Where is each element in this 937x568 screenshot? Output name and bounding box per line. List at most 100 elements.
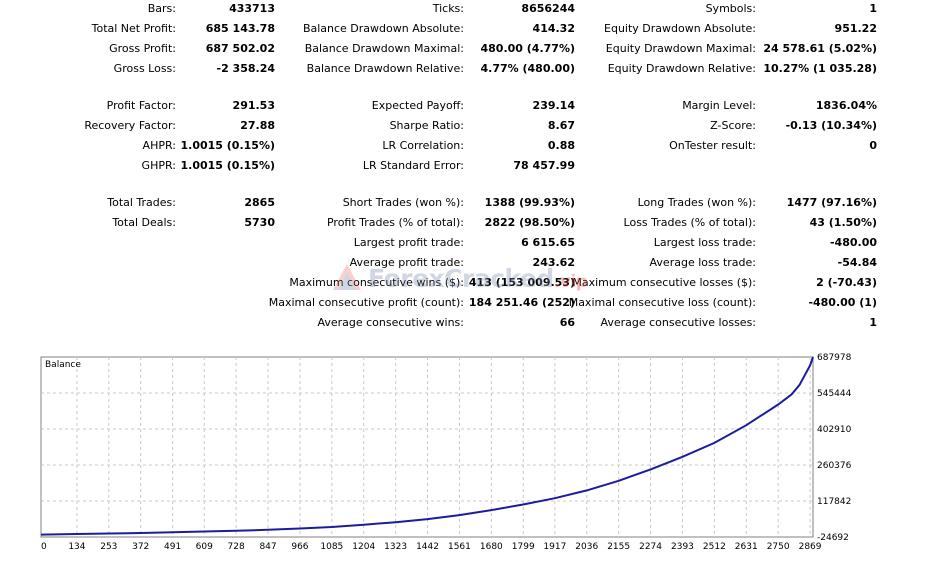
stat-value: 2 (-70.43) <box>816 276 877 289</box>
y-tick-label: 260376 <box>817 461 852 471</box>
y-tick-label: 117842 <box>817 497 851 507</box>
x-tick-label: 1799 <box>512 542 535 552</box>
stat-value: 1.0015 (0.15%) <box>180 139 276 152</box>
stat-label: Long Trades (won %): <box>637 196 756 209</box>
stat-value: 1 <box>869 2 877 15</box>
stat-label: Total Trades: <box>107 196 176 209</box>
x-tick-label: 847 <box>259 542 276 552</box>
stat-label: Gross Loss: <box>113 62 176 75</box>
stat-value: 1 <box>869 316 877 329</box>
stat-label: OnTester result: <box>669 139 756 152</box>
stat-label: LR Standard Error: <box>362 159 464 172</box>
stat-label: Average profit trade: <box>349 256 464 269</box>
balance-chart-svg: 687978 545444 402910 260376 117842 -24692 0 134… <box>40 353 852 552</box>
stat-value: 2865 <box>244 196 275 209</box>
stat-value: 1836.04% <box>815 99 877 112</box>
stat-label: Z-Score: <box>710 119 756 132</box>
x-tick-label: 0 <box>41 542 47 552</box>
stat-value: 414.32 <box>532 22 575 35</box>
x-tick-label: 372 <box>132 542 149 552</box>
x-tick-label: 966 <box>291 542 308 552</box>
balance-line <box>40 356 814 536</box>
stat-value: 433713 <box>229 2 275 15</box>
x-tick-label: 2155 <box>607 542 630 552</box>
stat-value: 10.27% (1 035.28) <box>763 62 877 75</box>
stat-value: 480.00 (4.77%) <box>480 42 576 55</box>
stat-value: -0.13 (10.34%) <box>785 119 877 132</box>
stat-value: -480.00 (1) <box>808 296 877 309</box>
x-tick-label: 2393 <box>671 542 694 552</box>
stat-value: 2822 (98.50%) <box>484 216 575 229</box>
stat-label: Equity Drawdown Maximal: <box>605 42 756 55</box>
stat-value: 6 615.65 <box>521 236 575 249</box>
x-tick-label: 2631 <box>735 542 758 552</box>
stat-label: GHPR: <box>141 159 176 172</box>
x-tick-label: 2512 <box>703 542 726 552</box>
stat-label: Largest profit trade: <box>353 236 464 249</box>
stat-label: Expected Payoff: <box>371 99 464 112</box>
stat-value: 1477 (97.16%) <box>786 196 877 209</box>
report-statistics: Bars: 433713 Total Net Profit: 685 143.78 Gr… <box>84 2 877 329</box>
x-tick-label: 2274 <box>639 542 662 552</box>
x-tick-label: 134 <box>68 542 85 552</box>
chart-title: Balance <box>45 360 81 370</box>
stat-label: Profit Factor: <box>106 99 176 112</box>
x-tick-label: 2869 <box>799 542 822 552</box>
stat-label: Equity Drawdown Relative: <box>607 62 756 75</box>
stat-label: Largest loss trade: <box>653 236 756 249</box>
stat-label: Balance Drawdown Relative: <box>306 62 464 75</box>
stat-value: -2 358.24 <box>216 62 276 75</box>
stat-label: Recovery Factor: <box>84 119 176 132</box>
stat-label: Maximum consecutive losses ($): <box>572 276 756 289</box>
x-tick-label: 1085 <box>320 542 343 552</box>
stat-value: -54.84 <box>837 256 877 269</box>
stat-label: Bars: <box>147 2 176 15</box>
stat-value: 78 457.99 <box>513 159 575 172</box>
stat-value: 5730 <box>244 216 275 229</box>
stat-label: Average consecutive losses: <box>600 316 756 329</box>
stat-value: 184 251.46 (252) <box>468 296 575 309</box>
stat-label: LR Correlation: <box>382 139 464 152</box>
stat-label: Average consecutive wins: <box>317 316 464 329</box>
stat-value: 66 <box>559 316 575 329</box>
stat-value: 291.53 <box>232 99 275 112</box>
y-tick-label: 687978 <box>817 353 852 363</box>
stat-label: Profit Trades (% of total): <box>326 216 464 229</box>
y-tick-label: -24692 <box>817 533 849 543</box>
stat-value: 1388 (99.93%) <box>484 196 575 209</box>
stat-label: Loss Trades (% of total): <box>623 216 756 229</box>
stat-label: Balance Drawdown Absolute: <box>302 22 464 35</box>
stat-label: Ticks: <box>432 2 464 15</box>
x-tick-label: 609 <box>196 542 213 552</box>
stat-value: 43 (1.50%) <box>809 216 877 229</box>
stat-label: Equity Drawdown Absolute: <box>604 22 756 35</box>
stat-value: 413 (153 009.53) <box>468 276 575 289</box>
stat-label: Total Deals: <box>112 216 176 229</box>
stat-label: Short Trades (won %): <box>342 196 464 209</box>
stat-value: 0.88 <box>547 139 575 152</box>
stat-value: 8656244 <box>521 2 575 15</box>
x-tick-label: 1917 <box>543 542 566 552</box>
x-tick-label: 2036 <box>575 542 598 552</box>
stat-value: 239.14 <box>532 99 575 112</box>
y-tick-label: 402910 <box>817 425 852 435</box>
stat-value: 1.0015 (0.15%) <box>180 159 276 172</box>
stat-value: 27.88 <box>240 119 275 132</box>
stat-label: AHPR: <box>142 139 176 152</box>
stat-label: Sharpe Ratio: <box>389 119 464 132</box>
stat-label: Maximum consecutive wins ($): <box>289 276 464 289</box>
stat-value: 951.22 <box>834 22 877 35</box>
stat-value: 687 502.02 <box>205 42 275 55</box>
x-tick-label: 491 <box>164 542 181 552</box>
stat-label: Balance Drawdown Maximal: <box>304 42 464 55</box>
stat-label: Maximal consecutive profit (count): <box>268 296 464 309</box>
x-tick-label: 1204 <box>352 542 375 552</box>
x-tick-label: 253 <box>100 542 117 552</box>
stat-value: 24 578.61 (5.02%) <box>763 42 877 55</box>
stat-value: 8.67 <box>547 119 575 132</box>
x-tick-label: 1561 <box>448 542 471 552</box>
plot-frame <box>40 356 814 538</box>
stat-value: 243.62 <box>532 256 575 269</box>
x-tick-label: 1323 <box>384 542 407 552</box>
stat-value: 685 143.78 <box>205 22 275 35</box>
